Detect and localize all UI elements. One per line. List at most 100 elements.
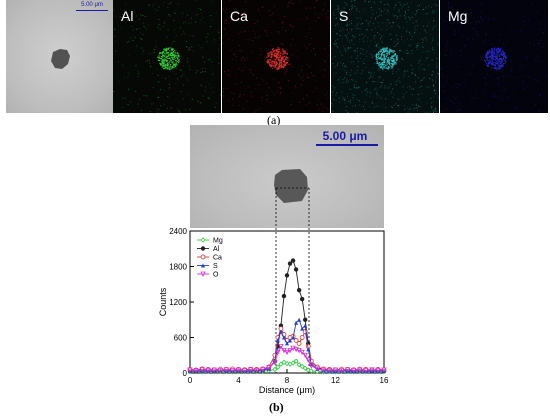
map-noise-dot [204,61,206,63]
map-noise-dot [252,74,254,76]
map-particle-dot [167,55,169,57]
map-noise-dot [419,4,420,6]
scalebar-large-bar [316,144,378,146]
map-noise-dot [442,85,444,87]
map-noise-dot [499,39,501,41]
map-particle-dot [379,65,381,67]
data-point [242,368,247,374]
map-particle-dot [176,56,178,58]
map-noise-dot [498,83,500,85]
map-particle-dot [272,49,274,51]
map-noise-dot [299,75,300,77]
map-noise-dot [333,11,335,13]
map-particle-dot [271,61,273,63]
data-point [254,367,260,372]
map-noise-dot [409,33,411,35]
map-particle-dot [168,66,170,68]
map-noise-dot [383,105,384,107]
map-particle-dot [162,57,164,59]
map-noise-dot [443,20,445,22]
map-noise-dot [477,107,479,109]
map-noise-dot [449,104,451,105]
map-noise-dot [397,105,399,107]
map-noise-dot [372,67,374,69]
map-noise-dot [431,40,433,42]
map-noise-dot [350,61,352,63]
map-particle-dot [382,66,384,68]
map-noise-dot [157,97,159,99]
map-particle-dot [390,59,392,61]
map-noise-dot [386,19,388,21]
map-noise-dot [257,109,259,111]
map-noise-dot [502,99,503,101]
map-noise-dot [318,108,320,110]
map-noise-dot [352,97,354,98]
map-particle-dot [376,53,378,55]
map-particle-dot [490,59,492,61]
map-noise-dot [316,0,318,2]
map-noise-dot [364,0,366,2]
map-noise-dot [185,21,187,23]
data-point [351,368,356,374]
map-noise-dot [168,14,170,16]
map-noise-dot [343,63,344,64]
map-noise-dot [517,44,519,46]
map-particle-dot [377,62,379,64]
map-noise-dot [246,57,248,59]
map-noise-dot [517,3,519,5]
map-noise-dot [346,36,348,38]
map-noise-dot [373,38,375,40]
map-noise-dot [433,20,435,22]
map-noise-dot [309,43,311,45]
map-noise-dot [339,34,341,36]
map-noise-dot [371,101,373,103]
data-point [281,335,286,340]
map-particle-dot [384,61,386,64]
map-noise-dot [536,35,538,37]
map-noise-dot [381,28,383,30]
map-noise-dot [360,47,362,49]
map-particle-dot [495,55,497,57]
map-particle-dot [383,56,385,58]
map-noise-dot [470,58,472,60]
data-point [236,368,241,373]
particle-large [274,169,308,203]
map-particle-dot [284,50,286,52]
map-noise-dot [153,3,155,5]
map-particle-dot [173,64,175,66]
map-noise-dot [444,34,446,36]
map-noise-dot [364,35,366,37]
map-noise-dot [416,107,418,109]
map-noise-dot [366,51,368,53]
map-noise-dot [379,70,381,72]
map-noise-dot [266,95,268,97]
map-noise-dot [535,59,537,61]
map-noise-dot [129,101,131,103]
map-particle-dot [170,53,173,55]
map-noise-dot [331,102,333,104]
map-noise-dot [117,61,119,63]
map-particle-dot [173,62,175,64]
map-particle-dot [178,58,180,60]
map-particle-dot [174,54,176,56]
map-particle-dot [165,56,167,58]
map-noise-dot [509,75,511,77]
map-noise-dot [436,9,438,11]
map-noise-dot [437,73,439,75]
map-particle-dot [281,66,283,68]
y-tick-label: 2400 [169,227,187,236]
map-noise-dot [290,46,292,47]
map-particle-dot [171,66,173,68]
map-noise-dot [446,31,448,33]
map-noise-dot [119,8,121,10]
map-noise-dot [205,36,207,38]
map-particle-dot [284,65,286,67]
map-particle-dot [172,65,174,67]
map-noise-dot [286,68,288,70]
map-noise-dot [168,88,170,90]
map-noise-dot [422,42,424,44]
legend-label-o: O [213,272,219,279]
map-noise-dot [241,50,243,52]
map-noise-dot [328,45,330,47]
map-noise-dot [271,111,273,113]
